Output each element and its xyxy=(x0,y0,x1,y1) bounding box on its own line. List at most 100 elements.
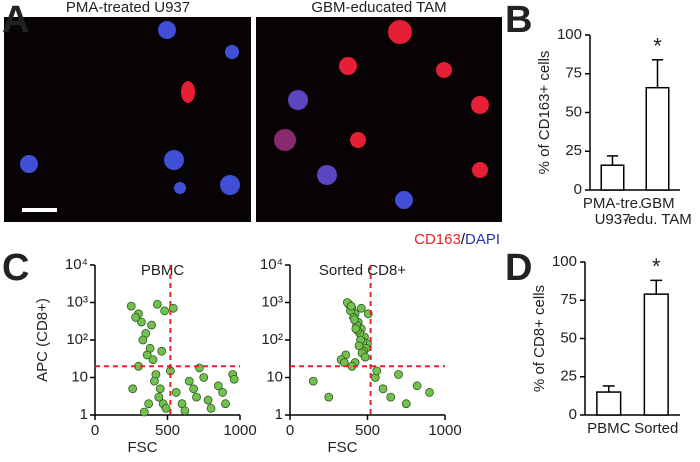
point xyxy=(221,399,230,409)
y-tick-label: 100 xyxy=(557,26,582,43)
y-tick-label: 100 xyxy=(552,253,577,270)
cell xyxy=(472,162,488,178)
point xyxy=(184,376,194,386)
x-tick-label: 500 xyxy=(155,422,180,439)
x-tick-label: 1000 xyxy=(223,422,256,439)
point xyxy=(218,388,228,397)
x-tick-label: PMA-tre. U937 xyxy=(583,195,642,228)
point xyxy=(138,335,148,345)
y-axis-label: APC (CD8+) xyxy=(34,298,51,382)
y-axis-label: % of CD163+ cells xyxy=(536,51,553,175)
cell xyxy=(220,175,240,195)
point xyxy=(229,374,239,384)
y-tick-label: 50 xyxy=(565,103,582,120)
point xyxy=(394,370,403,379)
y-tick-label: 10³ xyxy=(261,293,283,310)
point xyxy=(161,403,171,413)
cell xyxy=(339,57,357,75)
bar xyxy=(596,391,622,416)
point xyxy=(154,392,164,402)
stain: / xyxy=(461,231,466,248)
stain: DAPI xyxy=(465,231,500,248)
y-tick-label: 1 xyxy=(80,406,88,423)
cell xyxy=(274,129,296,151)
panel-label: B xyxy=(505,0,532,41)
x-axis-label: FSC xyxy=(128,439,158,456)
cell xyxy=(181,81,195,103)
y-tick-label: 25 xyxy=(560,368,577,385)
point xyxy=(386,392,396,402)
bar xyxy=(645,86,670,191)
cell xyxy=(20,155,38,173)
x-axis-label: FSC xyxy=(328,439,358,456)
scale-bar xyxy=(22,208,57,212)
cell xyxy=(225,45,239,59)
point xyxy=(213,381,223,391)
point xyxy=(351,324,361,334)
cell xyxy=(164,150,184,170)
chart-title: PBMC xyxy=(141,262,185,279)
panel-label: C xyxy=(2,247,29,289)
image-u937 xyxy=(4,17,251,222)
point xyxy=(308,376,318,386)
y-tick-label: 75 xyxy=(565,65,582,82)
bar xyxy=(643,293,669,416)
cell xyxy=(395,191,413,209)
point xyxy=(349,315,359,324)
y-tick-label: 10³ xyxy=(66,293,88,310)
micrographs xyxy=(4,17,502,222)
stain-legend: CD163/DAPI xyxy=(414,231,500,248)
cell xyxy=(471,96,489,114)
y-axis-label: % of CD8+ cells xyxy=(531,285,548,392)
x-tick-label: GBM -edu. TAM xyxy=(623,195,692,228)
point xyxy=(126,301,136,311)
image-tam xyxy=(256,17,502,222)
point xyxy=(199,373,209,382)
y-tick-label: 50 xyxy=(560,329,577,346)
point xyxy=(346,301,356,311)
point xyxy=(192,392,201,402)
point xyxy=(171,388,181,397)
point xyxy=(189,384,199,394)
y-tick-label: 1 xyxy=(275,406,283,423)
point xyxy=(157,346,167,356)
cell xyxy=(436,62,452,78)
cell xyxy=(174,182,186,194)
y-tick-label: 10² xyxy=(261,331,283,348)
point xyxy=(148,355,158,365)
cell xyxy=(288,90,308,110)
significance: * xyxy=(653,34,662,59)
point xyxy=(378,384,388,394)
cell xyxy=(350,132,366,148)
y-tick-label: 10 xyxy=(266,368,283,385)
point xyxy=(144,399,154,409)
x-tick-label: Sorted xyxy=(634,420,678,437)
point xyxy=(128,384,138,394)
chart-title: Sorted CD8+ xyxy=(319,262,406,279)
point xyxy=(206,403,216,413)
cell xyxy=(317,165,337,185)
point xyxy=(360,352,370,362)
significance: * xyxy=(652,254,661,279)
x-tick-label: 0 xyxy=(286,422,294,439)
y-tick-label: 10² xyxy=(66,331,88,348)
panel-label: D xyxy=(505,247,532,289)
y-tick-label: 10⁴ xyxy=(65,256,88,273)
image-caption: PMA-treated U937 xyxy=(66,0,190,16)
point xyxy=(425,388,434,397)
point xyxy=(160,306,170,316)
cell xyxy=(388,20,412,44)
point xyxy=(324,392,334,402)
point xyxy=(142,350,152,360)
cell xyxy=(158,21,176,39)
point xyxy=(354,341,364,351)
point xyxy=(150,376,159,386)
point xyxy=(412,381,422,391)
point xyxy=(180,406,190,416)
point xyxy=(136,317,146,327)
x-tick-label: 0 xyxy=(91,422,99,439)
y-tick-label: 10⁴ xyxy=(260,256,283,273)
y-tick-label: 10 xyxy=(71,368,88,385)
point xyxy=(131,313,141,322)
